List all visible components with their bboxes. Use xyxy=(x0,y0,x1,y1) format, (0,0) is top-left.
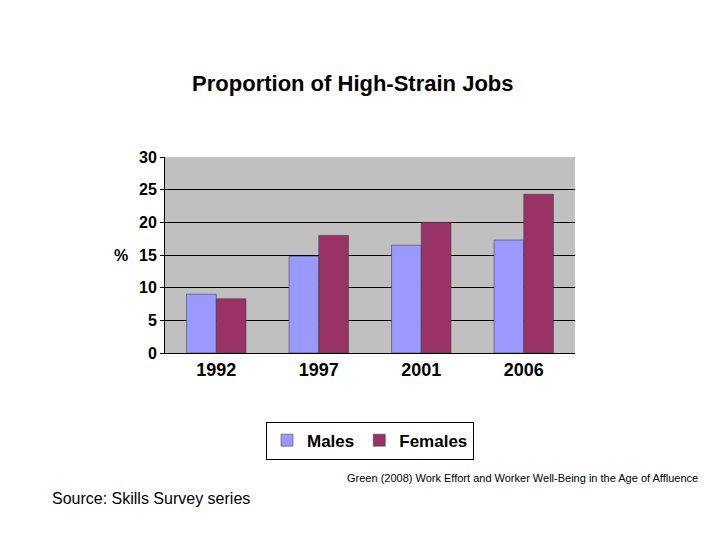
svg-text:5: 5 xyxy=(148,312,157,329)
svg-text:1992: 1992 xyxy=(196,360,236,380)
svg-text:Proportion of High-Strain Jobs: Proportion of High-Strain Jobs xyxy=(192,71,513,96)
svg-text:Males: Males xyxy=(307,432,354,451)
svg-text:15: 15 xyxy=(139,247,157,264)
svg-text:%: % xyxy=(114,247,128,264)
svg-text:Females: Females xyxy=(399,432,467,451)
svg-text:0: 0 xyxy=(148,345,157,362)
svg-text:Green (2008) Work Effort and W: Green (2008) Work Effort and Worker Well… xyxy=(347,472,698,484)
svg-text:2001: 2001 xyxy=(401,360,441,380)
svg-text:2006: 2006 xyxy=(504,360,544,380)
svg-text:20: 20 xyxy=(139,214,157,231)
svg-text:25: 25 xyxy=(139,181,157,198)
svg-text:10: 10 xyxy=(139,279,157,296)
svg-text:Source: Skills Survey series: Source: Skills Survey series xyxy=(52,490,250,507)
svg-text:1997: 1997 xyxy=(299,360,339,380)
svg-text:30: 30 xyxy=(139,149,157,166)
